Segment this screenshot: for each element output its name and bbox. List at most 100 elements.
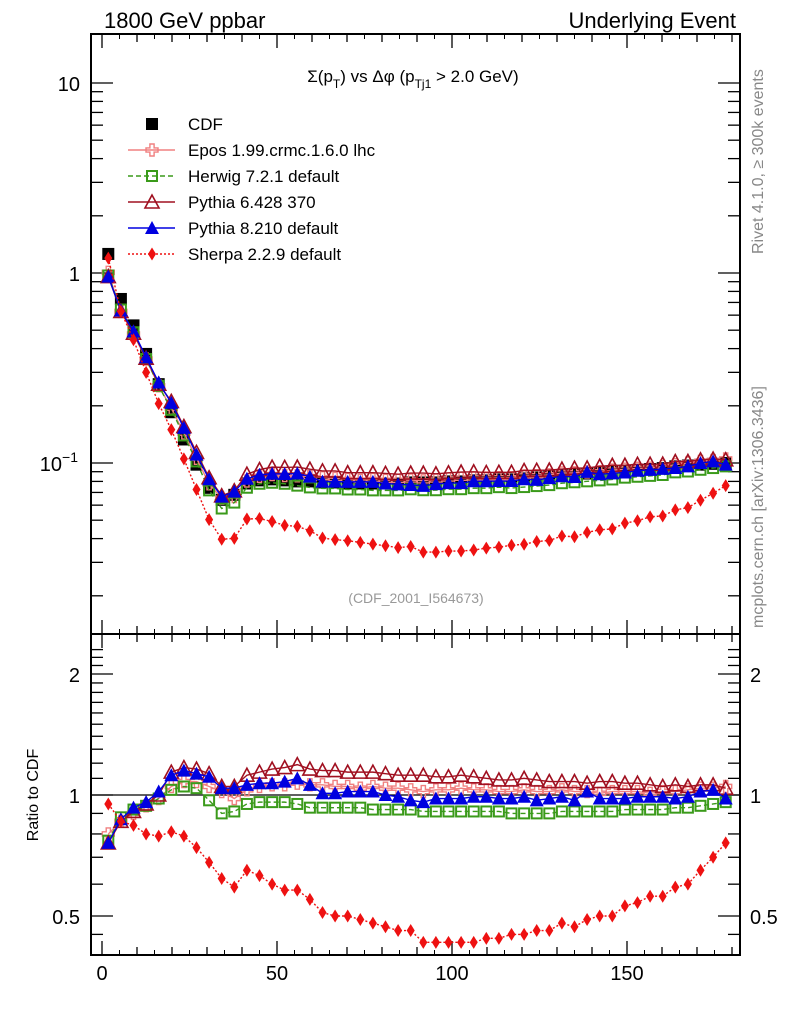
ratio-data-point — [293, 883, 302, 897]
series-line — [107, 258, 727, 553]
ratio-data-point — [419, 935, 428, 949]
ratio-data-point — [328, 786, 343, 800]
ratio-data-point — [583, 913, 592, 927]
data-point — [293, 519, 302, 533]
ratio-data-point — [504, 791, 519, 805]
ratio-data-point — [167, 825, 176, 839]
ratio-series-pythia-8-210-default — [101, 763, 733, 849]
data-point — [454, 476, 469, 490]
ratio-data-point — [431, 935, 440, 949]
ratio-data-point — [646, 889, 655, 903]
data-point — [205, 513, 214, 527]
data-point — [179, 452, 188, 466]
legend-marker — [145, 143, 159, 157]
ratio-data-point — [528, 771, 546, 787]
ratio-data-point — [227, 781, 242, 795]
ratio-data-point — [228, 805, 241, 818]
ratio-data-point — [329, 801, 342, 814]
ratio-data-point — [466, 789, 481, 803]
ratio-data-point — [618, 803, 631, 816]
ratio-data-point — [392, 803, 405, 816]
data-point — [217, 532, 226, 546]
data-point — [343, 534, 352, 548]
data-point — [265, 466, 280, 480]
ratio-data-point — [709, 850, 718, 864]
legend-item: Pythia 8.210 default — [128, 219, 339, 238]
header-left: 1800 GeV ppbar — [104, 8, 265, 33]
data-point — [255, 512, 264, 526]
data-point — [419, 545, 428, 559]
ratio-data-point — [554, 789, 569, 803]
ratio-data-point — [402, 766, 420, 783]
ratio-data-point — [126, 800, 141, 814]
ratio-y-tick-label-right: 2 — [750, 665, 761, 687]
ratio-data-point — [381, 920, 390, 934]
ratio-data-point — [288, 755, 306, 772]
data-point — [151, 375, 166, 389]
data-point — [482, 541, 491, 555]
ratio-data-point — [616, 774, 634, 790]
ratio-data-point — [277, 774, 292, 788]
data-point — [655, 461, 670, 475]
ratio-data-point — [351, 763, 369, 779]
ratio-data-point — [364, 763, 382, 779]
ratio-data-point — [441, 791, 456, 805]
ratio-data-point — [268, 877, 277, 891]
ratio-data-point — [592, 791, 607, 805]
data-point — [290, 466, 305, 480]
ratio-data-point — [301, 760, 319, 776]
data-point — [431, 545, 440, 559]
ratio-data-point — [718, 791, 733, 805]
ratio-data-point — [440, 768, 457, 784]
data-point — [567, 470, 582, 484]
ratio-data-point — [116, 814, 125, 828]
data-point — [101, 269, 116, 283]
ratio-data-point — [591, 772, 609, 789]
ratio-data-point — [154, 829, 163, 843]
ratio-data-point — [454, 781, 468, 795]
axes: 0 50 100 150 10 1 10−1 2 2 1 1 0.5 0.5 — [40, 34, 778, 985]
ratio-data-point — [520, 927, 529, 941]
ratio-y-tick-label: 0.5 — [52, 907, 80, 929]
ratio-panel-frame — [90, 633, 741, 956]
ratio-data-point — [227, 791, 242, 806]
legend-item: Pythia 6.428 370 — [128, 193, 316, 212]
ratio-data-point — [568, 805, 581, 818]
ratio-data-point — [378, 788, 393, 801]
ratio-data-point — [129, 818, 138, 832]
ratio-data-point — [655, 789, 670, 803]
ratio-data-point — [633, 896, 642, 910]
ratio-panel-series — [99, 755, 735, 949]
ratio-data-point — [253, 796, 266, 809]
data-point — [239, 471, 254, 485]
ratio-series-herwig-7-2-1-default — [102, 780, 732, 847]
legend-marker — [145, 221, 159, 234]
ratio-data-point — [608, 909, 617, 923]
title-part-mid: ) vs Δφ (p — [340, 67, 414, 86]
ratio-data-point — [414, 766, 432, 783]
data-point — [381, 539, 390, 553]
ratio-data-point — [696, 863, 705, 877]
ratio-data-point — [416, 795, 431, 809]
data-point — [583, 525, 592, 539]
data-point — [570, 530, 579, 544]
ratio-y-tick-label-right: 1 — [750, 786, 761, 808]
data-point — [154, 397, 163, 411]
data-point — [504, 474, 519, 488]
ratio-data-point — [265, 776, 280, 790]
ratio-data-point — [429, 805, 442, 818]
data-point — [542, 471, 557, 485]
ratio-data-point — [341, 801, 354, 814]
data-point — [406, 540, 415, 554]
legend-item: CDF — [146, 115, 223, 134]
ratio-data-point — [205, 855, 214, 869]
analysis-id: (CDF_2001_I564673) — [348, 590, 483, 606]
data-point — [608, 522, 617, 536]
ratio-data-point — [457, 935, 466, 949]
ratio-data-point — [503, 771, 520, 787]
ratio-data-point — [242, 863, 251, 877]
ratio-data-point — [314, 761, 331, 778]
ratio-data-point — [557, 916, 566, 930]
data-point — [227, 484, 242, 498]
